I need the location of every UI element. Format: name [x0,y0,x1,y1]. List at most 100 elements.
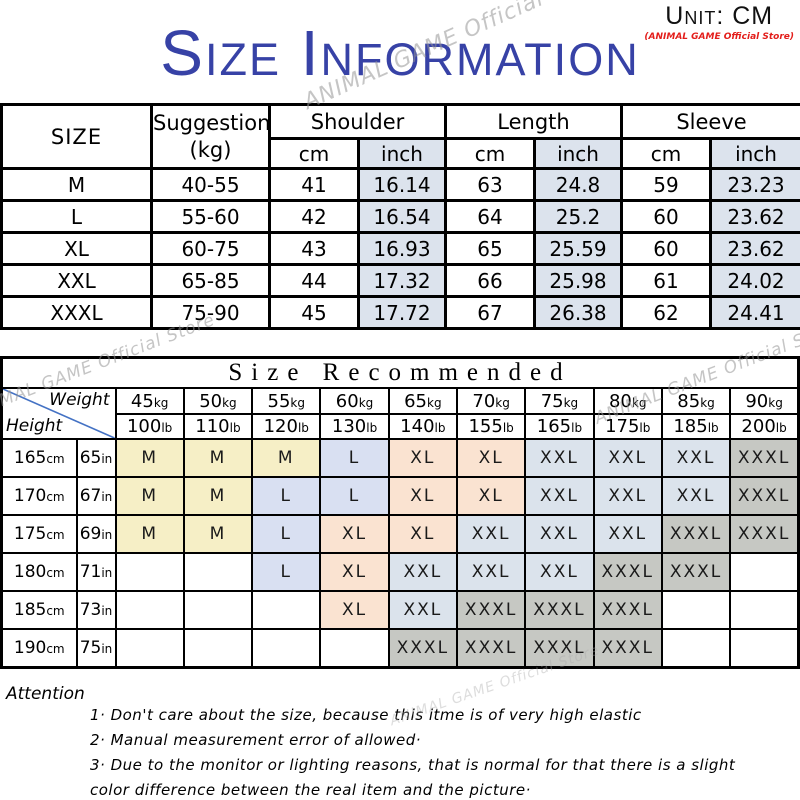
size-table-header-row-1: SIZE Suggestion (kg) Shoulder Length Sle… [0,103,800,170]
empty-cell [729,590,800,630]
size-recommendation-cell: L [251,552,322,592]
size-recommendation-cell: XXXL [592,552,663,592]
height-in-cell: 67in [75,476,117,516]
height-in-cell: 73in [75,590,117,630]
attention-note: 3· Due to the monitor or lighting reason… [90,756,736,774]
size-table-cell: 61 [620,263,713,298]
height-cm-cell: 185cm [0,590,78,630]
reco-weight-lb-row: 100lb 110lb 120lb 130lb 140lb 155lb 165lb 175lb… [2,413,800,440]
weight-kg-header: 70kg [455,387,527,415]
size-table-cell: 26.38 [533,295,624,330]
empty-cell [251,628,322,668]
reco-table-row: 170cm 67in M M L L XL XL XXL XXL XXL XXXL [0,476,800,516]
empty-cell [251,590,322,630]
size-table: SIZE Suggestion (kg) Shoulder Length Sle… [0,103,800,330]
weight-lb-header: 140lb [387,413,458,440]
size-table-cell: 65-85 [150,263,271,298]
size-table-cell: XL [0,231,153,266]
height-cm-cell: 165cm [0,438,78,478]
size-table-cell: 60-75 [150,231,271,266]
size-recommendation-cell: XL [455,476,527,516]
weight-kg-header: 55kg [251,387,322,415]
size-table-cell: XXL [0,263,153,298]
size-recommendation-cell: XXXL [729,514,800,554]
size-recommendation-cell: XXXL [524,590,595,630]
attention-note: 2· Manual measurement error of allowed· [90,731,421,749]
empty-cell [660,628,732,668]
size-recommendation-cell: XXL [660,476,732,516]
reco-table-body: 165cm 65in M M M L XL XL XXL XXL XXL XXXL 170cm 67in M… [0,438,800,668]
size-table-cell: 62 [620,295,713,330]
size-recommendation-cell: XL [319,514,390,554]
size-recommendation-cell: XL [319,590,390,630]
diagonal-line-icon [3,389,115,438]
size-table-cell: 16.14 [356,167,448,202]
size-recommendation-cell: XXL [592,476,663,516]
size-recommendation-cell: XXL [592,438,663,478]
size-table-cell: 40-55 [150,167,271,202]
size-recommendation-cell: XXXL [729,438,800,478]
size-recommendation-cell: XXL [524,438,595,478]
size-table-cell: 25.59 [533,231,624,266]
size-table-cell: 66 [444,263,537,298]
size-recommendation-cell: XXL [592,514,663,554]
unit-header-inch: inch [356,137,448,170]
empty-cell [182,628,254,668]
size-table-row: XL 60-75 43 16.93 65 25.59 60 23.62 [0,231,800,266]
size-table-row: XXL 65-85 44 17.32 66 25.98 61 24.02 [0,263,800,298]
size-recommended-table: Size Recommended Weight Height 45kg 50kg 5… [0,356,800,669]
size-table-row: L 55-60 42 16.54 64 25.2 60 23.62 [0,199,800,234]
size-recommendation-cell: L [251,514,322,554]
size-recommendation-cell: M [251,438,322,478]
weight-lb-header: 200lb [729,413,800,440]
empty-cell [729,628,800,668]
size-table-cell: 43 [268,231,360,266]
size-table-cell: 24.02 [709,263,800,298]
reco-title-row: Size Recommended [0,356,800,389]
size-table-cell: 42 [268,199,360,234]
size-table-cell: 55-60 [150,199,271,234]
unit-header-cm: cm [268,137,360,170]
reco-table-row: 190cm 75in XXXL XXXL XXXL XXXL [0,628,800,668]
weight-kg-header: 85kg [660,387,732,415]
size-table-cell: 59 [620,167,713,202]
attention-title: Attention [6,684,85,704]
size-recommendation-cell: XXXL [592,590,663,630]
attention-notes: 1· Don't care about the size, because th… [0,706,800,799]
height-cm-cell: 175cm [0,514,78,554]
weight-kg-header: 60kg [319,387,390,415]
reco-table-row: 185cm 73in XL XXL XXXL XXXL XXXL [0,590,800,630]
size-recommendation-cell: XXL [455,514,527,554]
size-recommendation-cell: XL [387,514,458,554]
unit-header-inch: inch [533,137,624,170]
weight-lb-header: 165lb [524,413,595,440]
height-cm-cell: 180cm [0,552,78,592]
size-recommendation-cell: M [182,438,254,478]
size-recommendation-cell: M [114,438,185,478]
size-recommendation-cell: XXL [524,552,595,592]
reco-table-row: 165cm 65in M M M L XL XL XXL XXL XXL XXXL [0,438,800,478]
unit-header-cm: cm [444,137,537,170]
size-recommendation-cell: M [114,514,185,554]
size-table-cell: 41 [268,167,360,202]
size-recommendation-cell: M [182,514,254,554]
size-table-cell: 67 [444,295,537,330]
size-table-header-row-2: cm inch cm inch cm inch [2,137,800,170]
height-cm-cell: 190cm [0,628,78,668]
weight-lb-header: 185lb [660,413,732,440]
store-label: (ANIMAL GAME Official Store) [644,32,794,42]
height-in-cell: 71in [75,552,117,592]
size-table-cell: 23.62 [709,199,800,234]
size-table-cell: 65 [444,231,537,266]
weight-lb-header: 130lb [319,413,390,440]
size-recommendation-cell: M [114,476,185,516]
empty-cell [660,590,732,630]
size-table-cell: 64 [444,199,537,234]
unit-header-cm: cm [620,137,713,170]
size-table-cell: 23.23 [709,167,800,202]
weight-lb-header: 155lb [455,413,527,440]
size-recommendation-cell: L [319,476,390,516]
empty-cell [182,590,254,630]
size-recommendation-cell: XL [455,438,527,478]
